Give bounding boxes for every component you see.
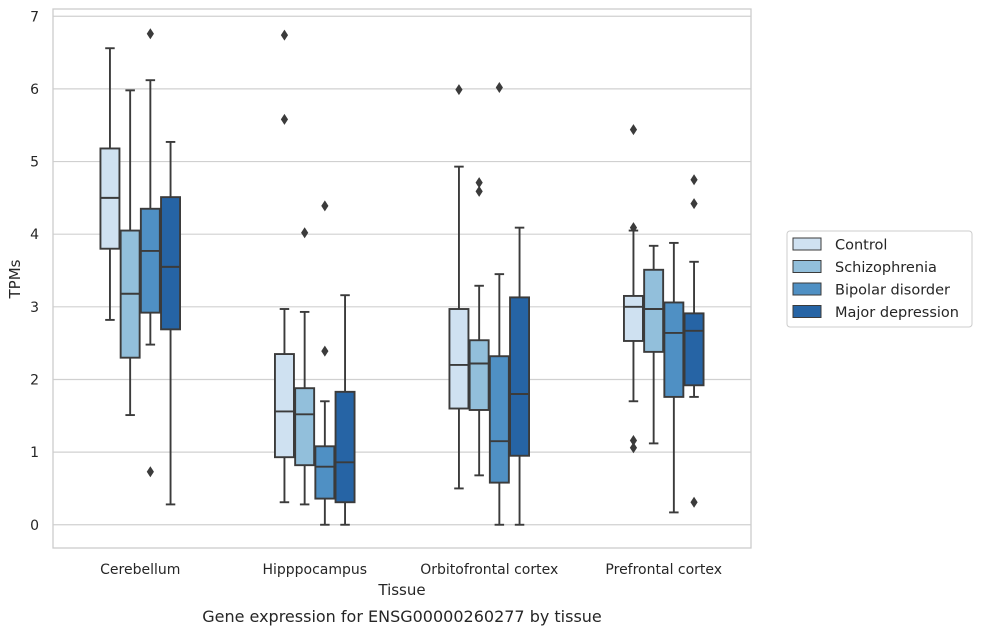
box-iqr [623, 294, 644, 342]
y-tick-label: 2 [30, 372, 39, 388]
box-iqr [643, 268, 665, 353]
x-tick-label: Prefrontal cortex [605, 562, 722, 578]
box-group [468, 177, 490, 477]
box-group [139, 28, 161, 478]
box-group [160, 140, 182, 506]
outlier-point [629, 442, 638, 454]
y-axis-label: TPMs [6, 259, 24, 299]
legend-label: Control [835, 238, 887, 254]
outlier-point [301, 227, 309, 239]
y-axis-ticks: 0 1 2 3 4 5 6 7 [30, 9, 39, 533]
y-tick-label: 7 [30, 9, 39, 25]
box-iqr [448, 308, 470, 410]
outlier-point [321, 200, 329, 212]
figure-caption: Gene expression for ENSG00000260277 by t… [202, 607, 602, 626]
outlier-point [146, 28, 154, 40]
outlier-point [280, 29, 289, 41]
y-tick-label: 4 [30, 227, 39, 243]
y-tick-label: 5 [30, 155, 39, 171]
box-iqr [314, 445, 336, 500]
box-group [509, 226, 530, 526]
box-iqr [663, 301, 685, 398]
outlier-point [280, 113, 289, 125]
outlier-point [146, 466, 154, 478]
box-group [294, 227, 316, 506]
box-iqr [468, 339, 490, 411]
box-group [643, 244, 665, 445]
plot-frame [52, 8, 752, 549]
box-group [623, 124, 644, 454]
box-iqr [139, 207, 161, 314]
outlier-point [690, 496, 698, 508]
box-iqr [294, 387, 316, 467]
outlier-point [629, 434, 638, 446]
box-group [314, 200, 336, 526]
outlier-point [690, 174, 698, 186]
legend-frame [786, 230, 973, 328]
box-iqr [509, 296, 530, 457]
box-group [683, 174, 705, 508]
outlier-point [455, 84, 463, 96]
box-group [488, 81, 510, 526]
x-tick-label: Cerebellum [100, 562, 180, 578]
outlier-point [321, 345, 329, 357]
x-tick-label: Hipppocampus [262, 562, 367, 578]
box-group [274, 29, 295, 504]
legend-label: Bipolar disorder [835, 283, 950, 299]
box-group [334, 294, 356, 526]
boxes-layer [99, 28, 705, 526]
legend-label: Schizophrenia [835, 260, 937, 276]
legend-swatch [792, 282, 822, 296]
box-iqr [274, 353, 295, 459]
outlier-point [629, 222, 638, 234]
legend-swatch [792, 237, 822, 251]
box-iqr [488, 355, 510, 484]
outlier-point [475, 185, 483, 197]
box-group [663, 241, 685, 514]
outlier-point [629, 124, 638, 136]
legend-swatch [792, 305, 822, 318]
x-tick-label: Orbitofrontal cortex [420, 562, 558, 578]
legend: Control Schizophrenia Bipolar disorder Majo… [786, 230, 973, 328]
box-iqr [683, 312, 705, 387]
x-axis-label: Tissue [377, 581, 425, 599]
legend-swatch [792, 260, 822, 273]
legend-label: Major depression [835, 305, 959, 321]
y-tick-label: 6 [30, 82, 39, 98]
box-group [99, 47, 121, 321]
box-iqr [160, 196, 182, 331]
box-group [448, 84, 470, 490]
y-tick-label: 0 [30, 518, 39, 534]
outlier-point [495, 81, 503, 93]
y-tick-label: 3 [30, 300, 39, 316]
box-iqr [334, 390, 356, 504]
y-tick-label: 1 [30, 445, 39, 461]
outlier-point [475, 177, 483, 189]
outlier-point [690, 198, 698, 210]
box-group [119, 89, 141, 417]
x-axis-ticks: Cerebellum Hipppocampus Orbitofrontal cort… [100, 562, 722, 578]
